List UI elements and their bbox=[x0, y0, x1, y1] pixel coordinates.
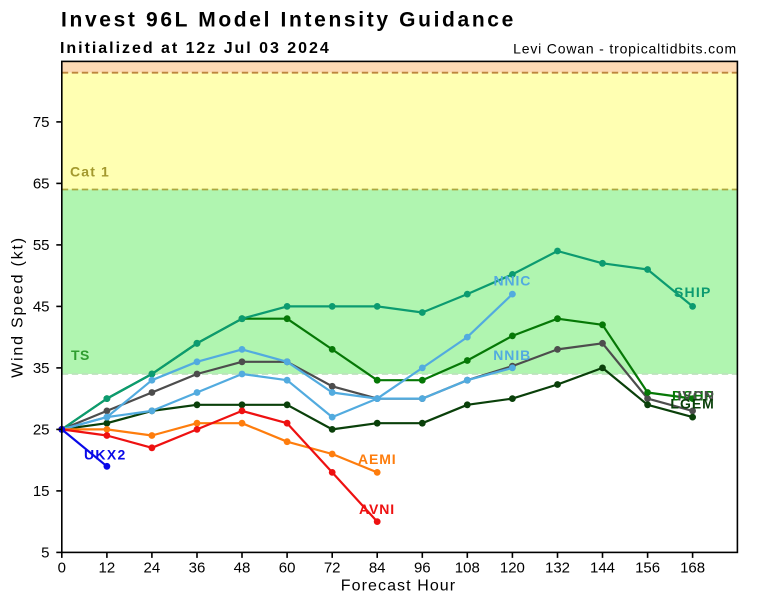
svg-text:12: 12 bbox=[99, 559, 116, 576]
svg-text:AVNI: AVNI bbox=[359, 501, 395, 517]
svg-text:108: 108 bbox=[455, 559, 480, 576]
svg-text:48: 48 bbox=[234, 559, 251, 576]
svg-text:Invest 96L Model Intensity Gui: Invest 96L Model Intensity Guidance bbox=[61, 9, 516, 32]
svg-text:0: 0 bbox=[58, 559, 66, 576]
svg-text:144: 144 bbox=[590, 559, 615, 576]
svg-text:156: 156 bbox=[635, 559, 660, 576]
svg-text:96: 96 bbox=[414, 559, 431, 576]
svg-text:IVCN: IVCN bbox=[678, 388, 715, 404]
svg-text:36: 36 bbox=[189, 559, 206, 576]
svg-text:72: 72 bbox=[324, 559, 341, 576]
svg-text:75: 75 bbox=[33, 114, 50, 131]
svg-text:Levi Cowan - tropicaltidbits.c: Levi Cowan - tropicaltidbits.com bbox=[513, 41, 737, 57]
svg-text:84: 84 bbox=[369, 559, 386, 576]
svg-text:LGEM: LGEM bbox=[670, 396, 714, 412]
svg-text:120: 120 bbox=[500, 559, 525, 576]
svg-text:AEMI: AEMI bbox=[358, 451, 397, 467]
svg-text:45: 45 bbox=[33, 299, 50, 316]
svg-text:65: 65 bbox=[33, 176, 50, 193]
svg-text:Initialized at 12z Jul 03 2024: Initialized at 12z Jul 03 2024 bbox=[60, 40, 331, 57]
svg-text:168: 168 bbox=[680, 559, 705, 576]
svg-text:TS: TS bbox=[71, 347, 90, 363]
svg-text:15: 15 bbox=[33, 483, 50, 500]
svg-text:5: 5 bbox=[41, 545, 49, 562]
svg-text:Wind Speed (kt): Wind Speed (kt) bbox=[10, 236, 27, 378]
svg-text:Cat 1: Cat 1 bbox=[70, 164, 110, 180]
svg-text:132: 132 bbox=[545, 559, 570, 576]
svg-text:35: 35 bbox=[33, 360, 50, 377]
svg-text:25: 25 bbox=[33, 422, 50, 439]
svg-text:NNIC: NNIC bbox=[494, 273, 532, 289]
svg-text:Forecast Hour: Forecast Hour bbox=[341, 578, 456, 595]
svg-text:SHIP: SHIP bbox=[674, 284, 711, 300]
svg-text:DSHP: DSHP bbox=[672, 388, 715, 404]
svg-text:60: 60 bbox=[279, 559, 296, 576]
svg-text:NNIB: NNIB bbox=[493, 347, 531, 363]
svg-text:24: 24 bbox=[144, 559, 161, 576]
svg-text:UKX2: UKX2 bbox=[84, 447, 127, 463]
svg-text:55: 55 bbox=[33, 237, 50, 254]
